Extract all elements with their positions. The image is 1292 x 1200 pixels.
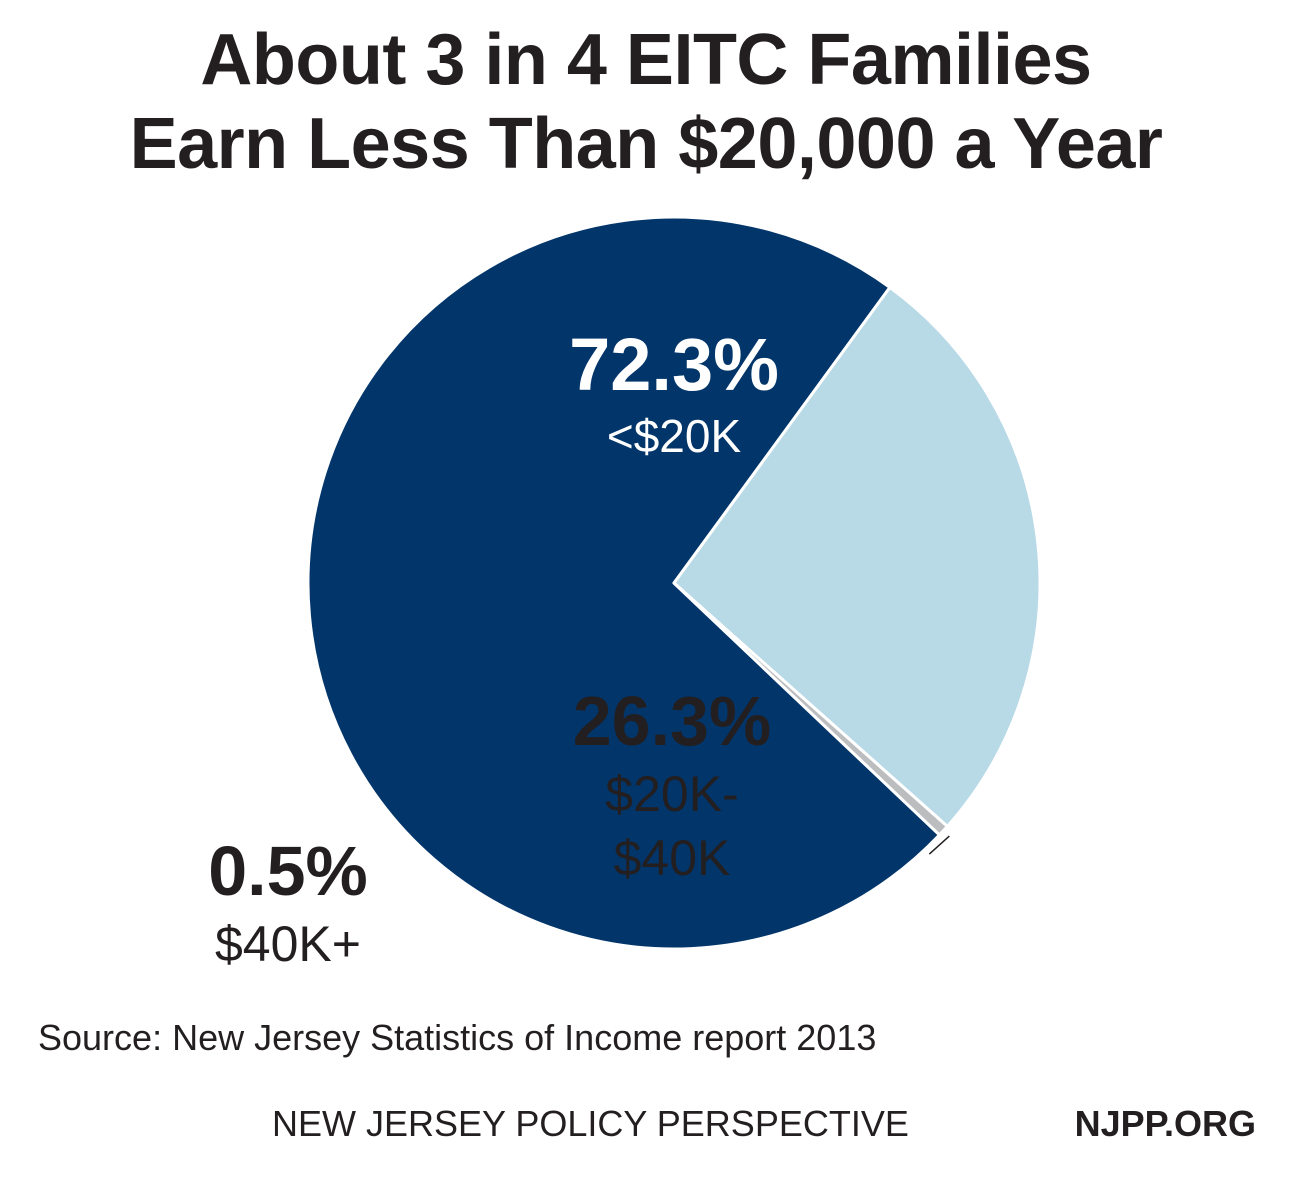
- slice-value-label-40k: 0.5%: [208, 832, 368, 910]
- pie-slice-20k: [306, 215, 941, 951]
- chart-title-line-1: About 3 in 4 EITC Families: [200, 20, 1092, 100]
- slice-category-label-20k: <$20K: [607, 410, 742, 462]
- pie-slice-40k: [672, 581, 949, 837]
- slice-category-label-20k-40k-line-2: $40K: [614, 830, 731, 886]
- footer-website: NJPP.ORG: [1074, 1103, 1256, 1144]
- slice-value-label-20k: 72.3%: [569, 323, 779, 406]
- source-note: Source: New Jersey Statistics of Income …: [38, 1017, 877, 1058]
- leader-line-40k-plus: [928, 835, 950, 855]
- slice-category-label-40k: $40K+: [215, 916, 361, 972]
- slice-category-label-20k-40k-line-1: $20K-: [605, 766, 738, 822]
- chart-title-line-2: Earn Less Than $20,000 a Year: [129, 104, 1163, 184]
- pie-slice-20k-40k: [672, 285, 1042, 828]
- slice-value-label-20k-40k: 26.3%: [573, 682, 771, 760]
- chart-title: About 3 in 4 EITC Families Earn Less Tha…: [0, 18, 1292, 186]
- footer-organization: NEW JERSEY POLICY PERSPECTIVE: [272, 1103, 909, 1144]
